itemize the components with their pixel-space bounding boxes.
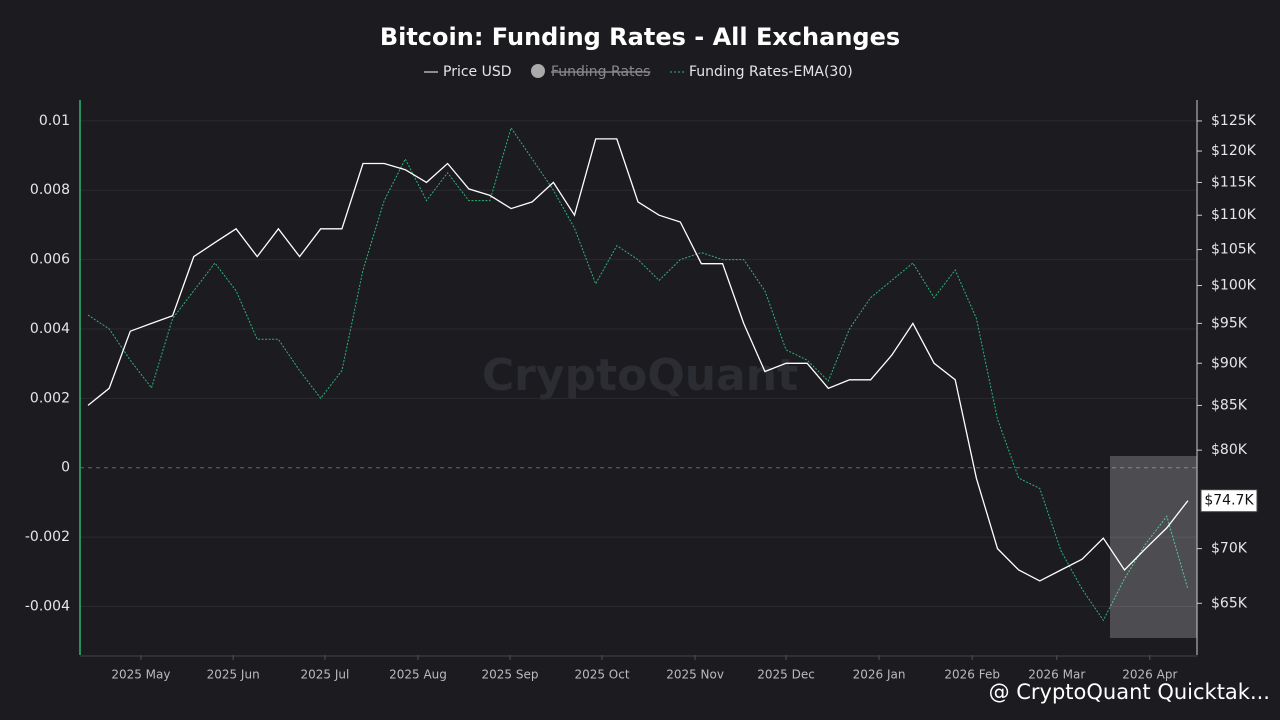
watermark: CryptoQuant	[482, 350, 798, 401]
y-tick-label: 0	[61, 460, 70, 476]
highlight-box	[1110, 456, 1197, 638]
y2-tick-label: $115K	[1211, 174, 1257, 190]
legend-label[interactable]: Funding Rates	[551, 64, 650, 80]
y-tick-label: 0.01	[39, 113, 70, 129]
x-tick-label: 2025 Aug	[389, 668, 447, 682]
chart-title: Bitcoin: Funding Rates - All Exchanges	[380, 23, 900, 51]
price-tag-box	[1200, 489, 1258, 513]
footer: @ CryptoQuant Quicktak...	[989, 680, 1270, 704]
y-tick-label: 0.004	[30, 321, 70, 337]
legend-label[interactable]: Price USD	[443, 64, 512, 80]
x-tick-label: 2025 Nov	[666, 668, 724, 682]
y-tick-label: 0.008	[30, 182, 70, 198]
x-tick-label: 2026 Apr	[1122, 668, 1177, 682]
y2-tick-label: $100K	[1211, 278, 1257, 294]
y2-tick-label: $80K	[1211, 442, 1248, 458]
y2-tick-label: $90K	[1211, 355, 1248, 371]
y-tick-label: 0.002	[30, 390, 70, 406]
x-tick-label: 2025 Sep	[482, 668, 539, 682]
series-line	[87, 138, 1189, 582]
legend-swatch	[531, 64, 545, 78]
x-tick-label: 2026 Mar	[1028, 668, 1085, 682]
y2-tick-label: $125K	[1211, 113, 1257, 129]
price-tag: $74.7K	[1204, 493, 1254, 509]
x-tick-label: 2025 Oct	[574, 668, 629, 682]
y2-tick-label: $65K	[1211, 595, 1248, 611]
x-tick-label: 2025 Jul	[301, 668, 350, 682]
y2-tick-label: $110K	[1211, 207, 1257, 223]
legend-label[interactable]: Funding Rates-EMA(30)	[689, 64, 853, 80]
x-tick-label: 2025 Jun	[207, 668, 260, 682]
y2-tick-label: $105K	[1211, 242, 1257, 258]
y2-tick-label: $70K	[1211, 541, 1248, 557]
y2-tick-label: $85K	[1211, 397, 1248, 413]
y2-tick-label: $95K	[1211, 315, 1248, 331]
y-tick-label: -0.002	[25, 529, 70, 545]
x-tick-label: 2025 May	[111, 668, 170, 682]
y-tick-label: -0.004	[25, 598, 70, 614]
x-tick-label: 2025 Dec	[757, 668, 815, 682]
x-tick-label: 2026 Feb	[944, 668, 1000, 682]
x-tick-label: 2026 Jan	[853, 668, 906, 682]
y2-tick-label: $120K	[1211, 143, 1257, 159]
y-tick-label: 0.006	[30, 252, 70, 268]
